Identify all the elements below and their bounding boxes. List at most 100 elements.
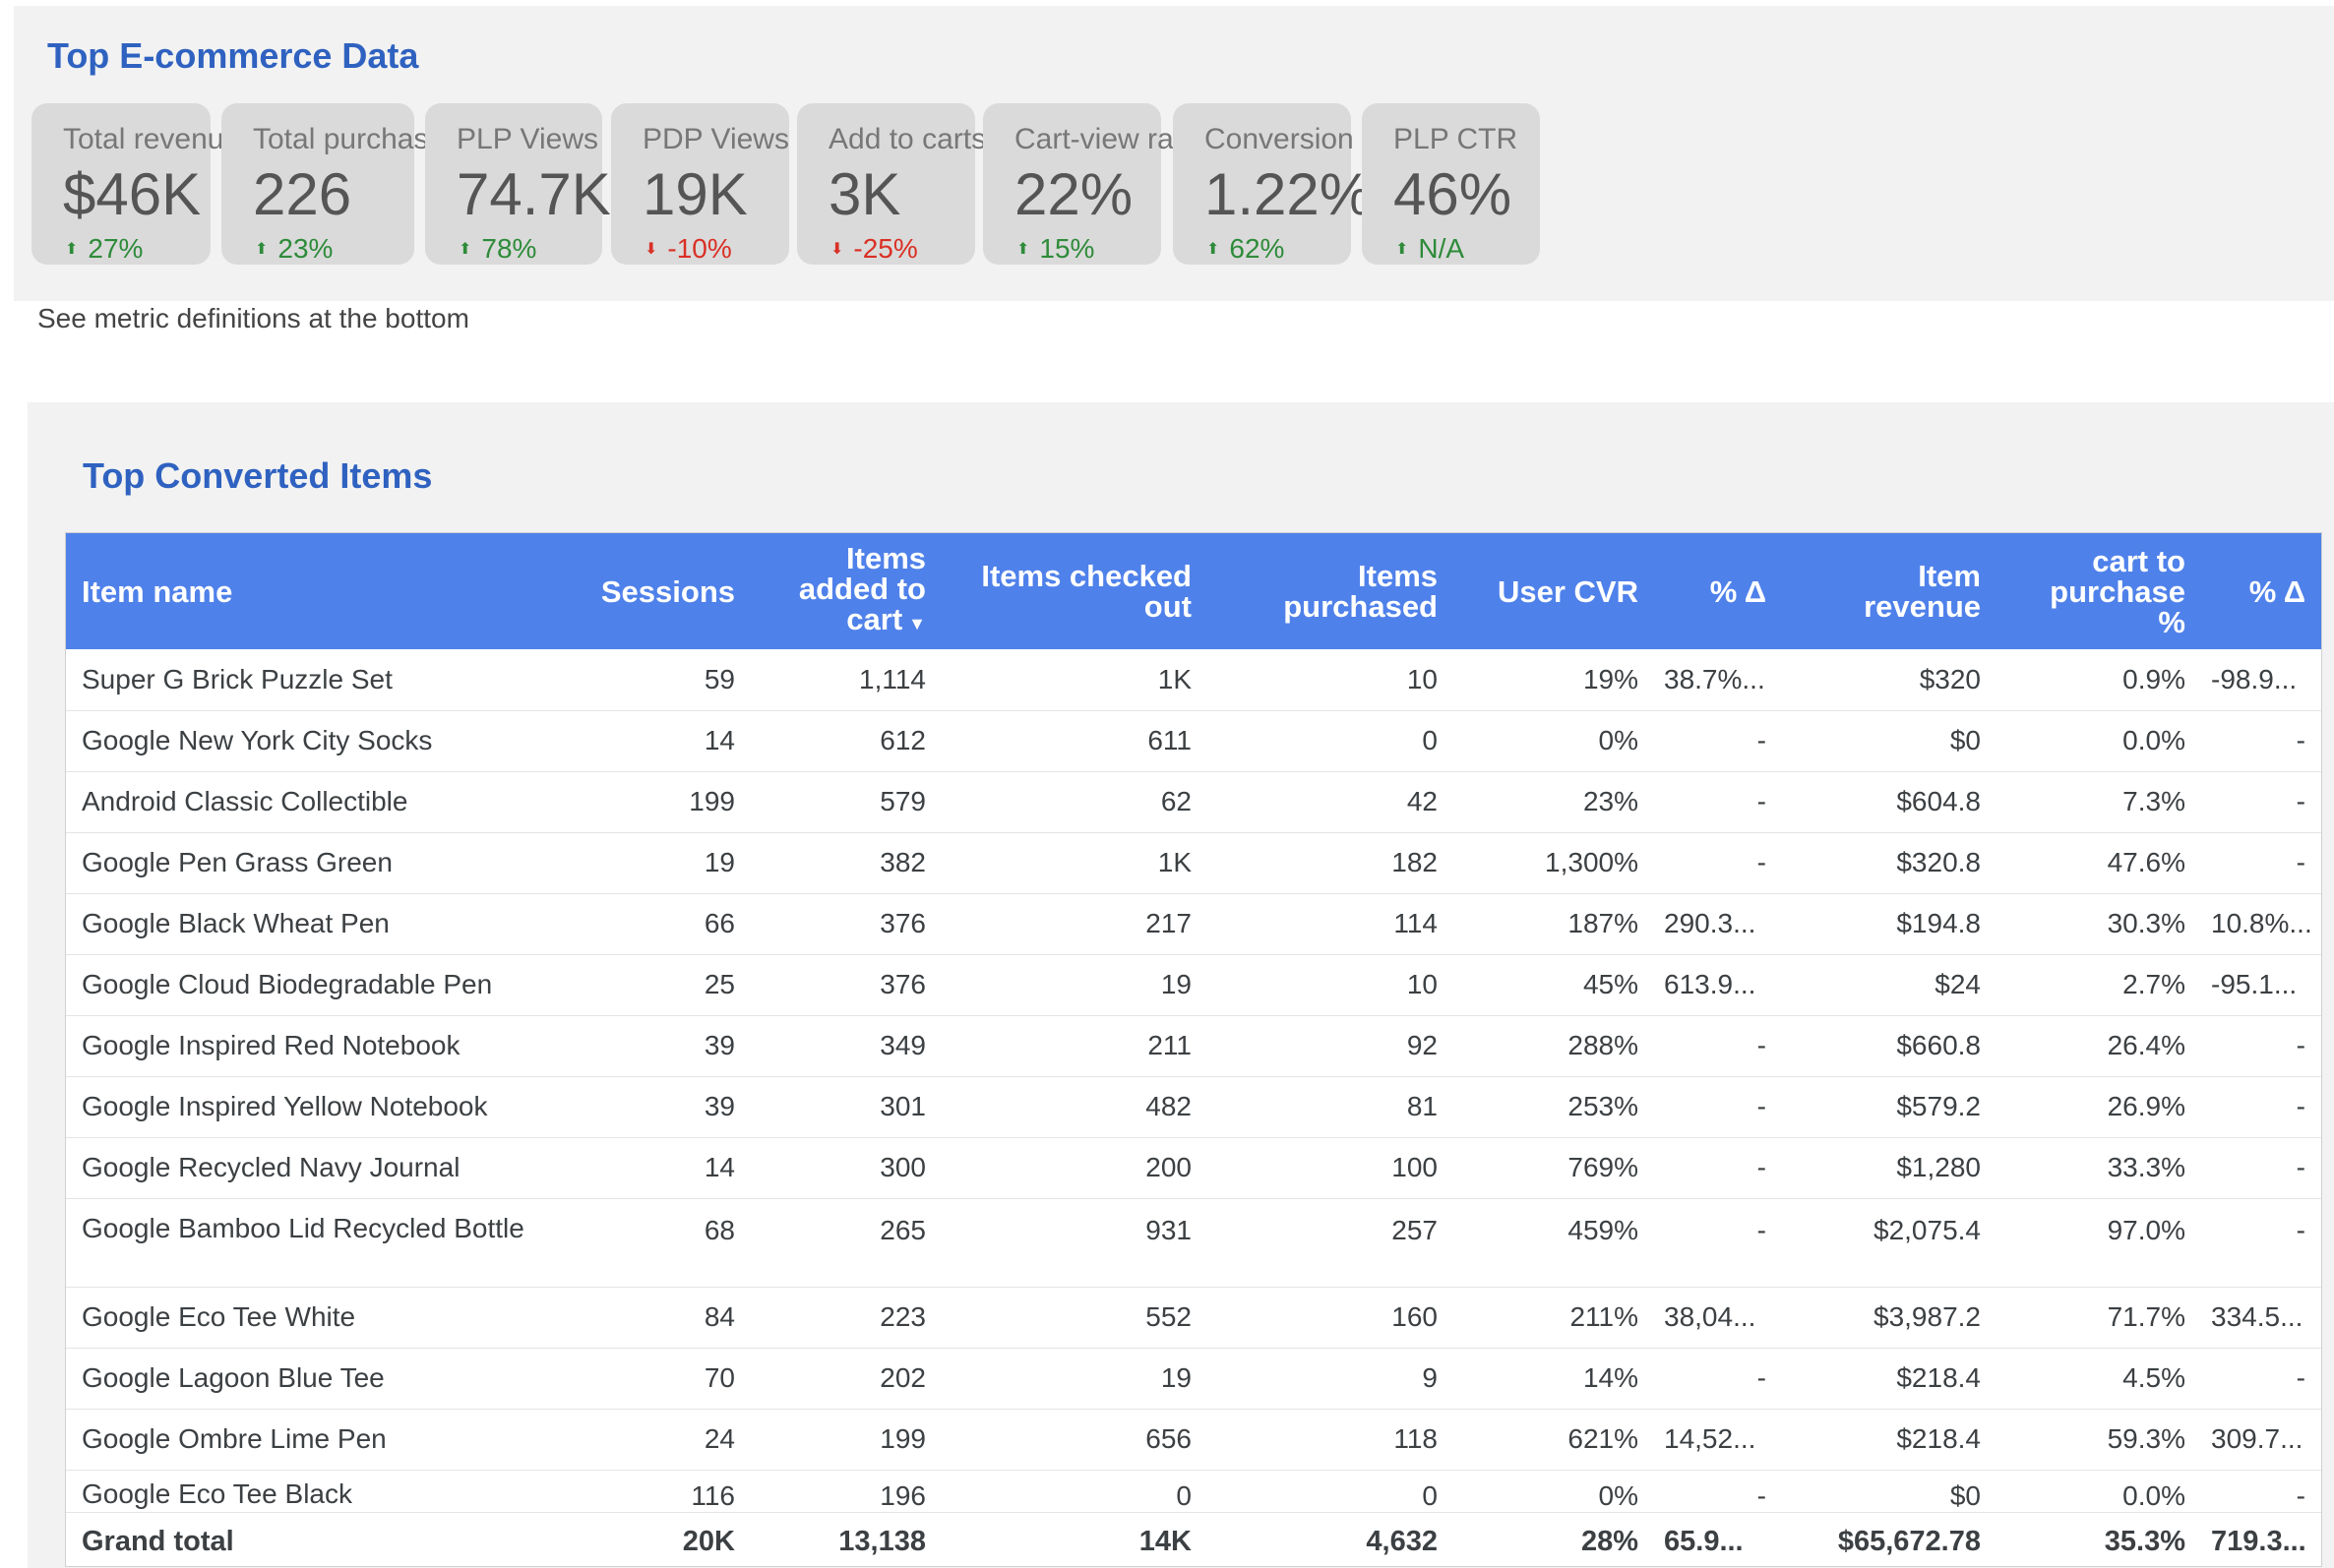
items-table-container[interactable]: Item name Sessions Items added to cart ▼ … (65, 532, 2322, 1567)
col-header-item-revenue[interactable]: Item revenue (1782, 533, 1996, 649)
cell-delta-2: - (2201, 710, 2321, 772)
cell-items-checked-out: 200 (942, 1137, 1207, 1199)
cell-delta-1: - (1654, 710, 1782, 772)
arrow-up-icon: ⬆ (459, 241, 472, 258)
arrow-down-icon: ⬇ (645, 241, 658, 258)
table-row[interactable]: Android Classic Collectible 199 579 62 42 23%… (66, 771, 2321, 833)
cell-item-name: Google Lagoon Blue Tee (66, 1348, 546, 1410)
items-table: Item name Sessions Items added to cart ▼ … (66, 533, 2321, 1566)
cell-user-cvr: 288% (1453, 1015, 1654, 1077)
col-header-items-added-to-cart[interactable]: Items added to cart ▼ (751, 533, 942, 649)
cell-user-cvr: 19% (1453, 649, 1654, 711)
kpi-card-pdp-views[interactable]: PDP Views 19K ⬇ -10% (611, 103, 789, 265)
kpi-value: 226 (253, 161, 352, 227)
cell-user-cvr: 0% (1453, 1470, 1654, 1513)
kpi-value: $46K (63, 161, 202, 227)
cell-user-cvr: 23% (1453, 771, 1654, 833)
table-row[interactable]: Google Inspired Yellow Notebook 39 301 482 8… (66, 1076, 2321, 1138)
kpi-value: 74.7K (457, 161, 611, 227)
col-header-items-checked-out[interactable]: Items checked out (942, 533, 1207, 649)
cell-item-name: Google Inspired Yellow Notebook (66, 1076, 546, 1138)
kpi-value: 46% (1393, 161, 1512, 227)
cell-delta-1: 290.3... (1654, 893, 1782, 955)
cell-item-revenue: $320 (1782, 649, 1996, 711)
cell-sessions: 68 (546, 1198, 751, 1288)
cell-sessions: 19 (546, 832, 751, 894)
cell-delta-1: - (1654, 1470, 1782, 1513)
cell-items-purchased: 100 (1207, 1137, 1453, 1199)
cell-items-checked-out: 552 (942, 1287, 1207, 1349)
cell-items-purchased: 10 (1207, 649, 1453, 711)
kpi-card-total-purchasers[interactable]: Total purchasers 226 ⬆ 23% (221, 103, 469, 265)
cell-delta-2: - (2201, 1076, 2321, 1138)
cell-item-name: Google Ombre Lime Pen (66, 1409, 546, 1471)
table-row[interactable]: Google Pen Grass Green 19 382 1K 182 1,300% - $… (66, 832, 2321, 894)
cell-items-added-to-cart: 223 (751, 1287, 942, 1349)
cell-user-cvr: 0% (1453, 710, 1654, 772)
table-row[interactable]: Google Eco Tee Black 116 196 0 0 0% - $0 0.0% - (66, 1470, 2321, 1513)
kpi-card-plp-views[interactable]: PLP Views 74.7K ⬆ 78% (425, 103, 611, 265)
table-row[interactable]: Google Ombre Lime Pen 24 199 656 118 621% 14,5… (66, 1409, 2321, 1471)
cell-cart-to-purchase: 2.7% (1996, 954, 2201, 1016)
col-header-user-cvr[interactable]: User CVR (1453, 533, 1654, 649)
cell-item-name: Google Pen Grass Green (66, 832, 546, 894)
cell-cart-to-purchase: 30.3% (1996, 893, 2201, 955)
col-header-items-purchased[interactable]: Items purchased (1207, 533, 1453, 649)
top-converted-items-section: Top Converted Items Item name Sessions I… (28, 402, 2334, 1568)
col-header-cart-to-purchase[interactable]: cart to purchase % (1996, 533, 2201, 649)
section-title: Top E-commerce Data (47, 35, 419, 76)
col-header-sessions[interactable]: Sessions (546, 533, 751, 649)
cell-delta-2: -95.1... (2201, 954, 2321, 1016)
cell-item-name: Google Black Wheat Pen (66, 893, 546, 955)
cell-sessions: 24 (546, 1409, 751, 1471)
kpi-delta: ⬆ 15% (1016, 233, 1094, 265)
cell-items-added-to-cart: 376 (751, 893, 942, 955)
cell-user-cvr: 187% (1453, 893, 1654, 955)
cell-user-cvr: 1,300% (1453, 832, 1654, 894)
col-header-item-name[interactable]: Item name (66, 533, 546, 649)
cell-items-added-to-cart: 382 (751, 832, 942, 894)
kpi-card-cart-view-rate[interactable]: Cart-view rate 22% ⬆ 15% (983, 103, 1198, 265)
cell-item-name: Android Classic Collectible (66, 771, 546, 833)
grand-total-label: Grand total (66, 1511, 546, 1566)
cell-cart-to-purchase: 4.5% (1996, 1348, 2201, 1410)
table-row[interactable]: Google Lagoon Blue Tee 70 202 19 9 14% - $218.4… (66, 1348, 2321, 1410)
table-row[interactable]: Google Eco Tee White 84 223 552 160 211% 38,04… (66, 1287, 2321, 1349)
kpi-cards: Total revenue $46K ⬆ 27% Total purchaser… (31, 103, 2324, 271)
cell-items-checked-out: 656 (942, 1409, 1207, 1471)
table-row[interactable]: Google Black Wheat Pen 66 376 217 114 187% 290… (66, 893, 2321, 955)
kpi-delta-value: -10% (667, 233, 732, 264)
cell-user-cvr: 621% (1453, 1409, 1654, 1471)
kpi-card-total-revenue[interactable]: Total revenue $46K ⬆ 27% (31, 103, 240, 265)
cell-item-revenue: $0 (1782, 1470, 1996, 1513)
grand-total-cell: 14K (942, 1511, 1207, 1566)
kpi-card-add-to-carts[interactable]: Add to carts 3K ⬇ -25% (797, 103, 986, 265)
cell-items-checked-out: 1K (942, 649, 1207, 711)
col-header-delta-2[interactable]: % Δ (2201, 533, 2321, 649)
grand-total-cell: 13,138 (751, 1511, 942, 1566)
kpi-card-plp-ctr[interactable]: PLP CTR 46% ⬆ N/A (1362, 103, 1540, 265)
table-row[interactable]: Google Recycled Navy Journal 14 300 200 100 7… (66, 1137, 2321, 1199)
table-row[interactable]: Super G Brick Puzzle Set 59 1,114 1K 10 19% 38… (66, 649, 2321, 711)
table-row[interactable]: Google New York City Socks 14 612 611 0 0% - $0… (66, 710, 2321, 772)
cell-cart-to-purchase: 71.7% (1996, 1287, 2201, 1349)
table-header-row: Item name Sessions Items added to cart ▼ … (66, 533, 2321, 649)
kpi-card-conversion-rate[interactable]: Conversion Rate 1.22% ⬆ 62% (1173, 103, 1424, 265)
arrow-up-icon: ⬆ (1395, 241, 1409, 258)
cell-item-name: Google Bamboo Lid Recycled Bottle (66, 1198, 546, 1288)
table-row[interactable]: Google Cloud Biodegradable Pen 25 376 19 10 4… (66, 954, 2321, 1016)
cell-item-name: Google Eco Tee Black (66, 1470, 546, 1513)
sort-descending-icon[interactable]: ▼ (908, 614, 926, 633)
cell-cart-to-purchase: 0.9% (1996, 649, 2201, 711)
cell-sessions: 25 (546, 954, 751, 1016)
kpi-value: 22% (1014, 161, 1134, 227)
col-header-delta-1[interactable]: % Δ (1654, 533, 1782, 649)
cell-items-checked-out: 0 (942, 1470, 1207, 1513)
cell-sessions: 14 (546, 710, 751, 772)
table-row[interactable]: Google Bamboo Lid Recycled Bottle 68 265 93… (66, 1198, 2321, 1288)
cell-items-added-to-cart: 199 (751, 1409, 942, 1471)
cell-items-checked-out: 931 (942, 1198, 1207, 1288)
cell-sessions: 39 (546, 1076, 751, 1138)
table-row[interactable]: Google Inspired Red Notebook 39 349 211 92 28… (66, 1015, 2321, 1077)
arrow-down-icon: ⬇ (830, 241, 844, 258)
